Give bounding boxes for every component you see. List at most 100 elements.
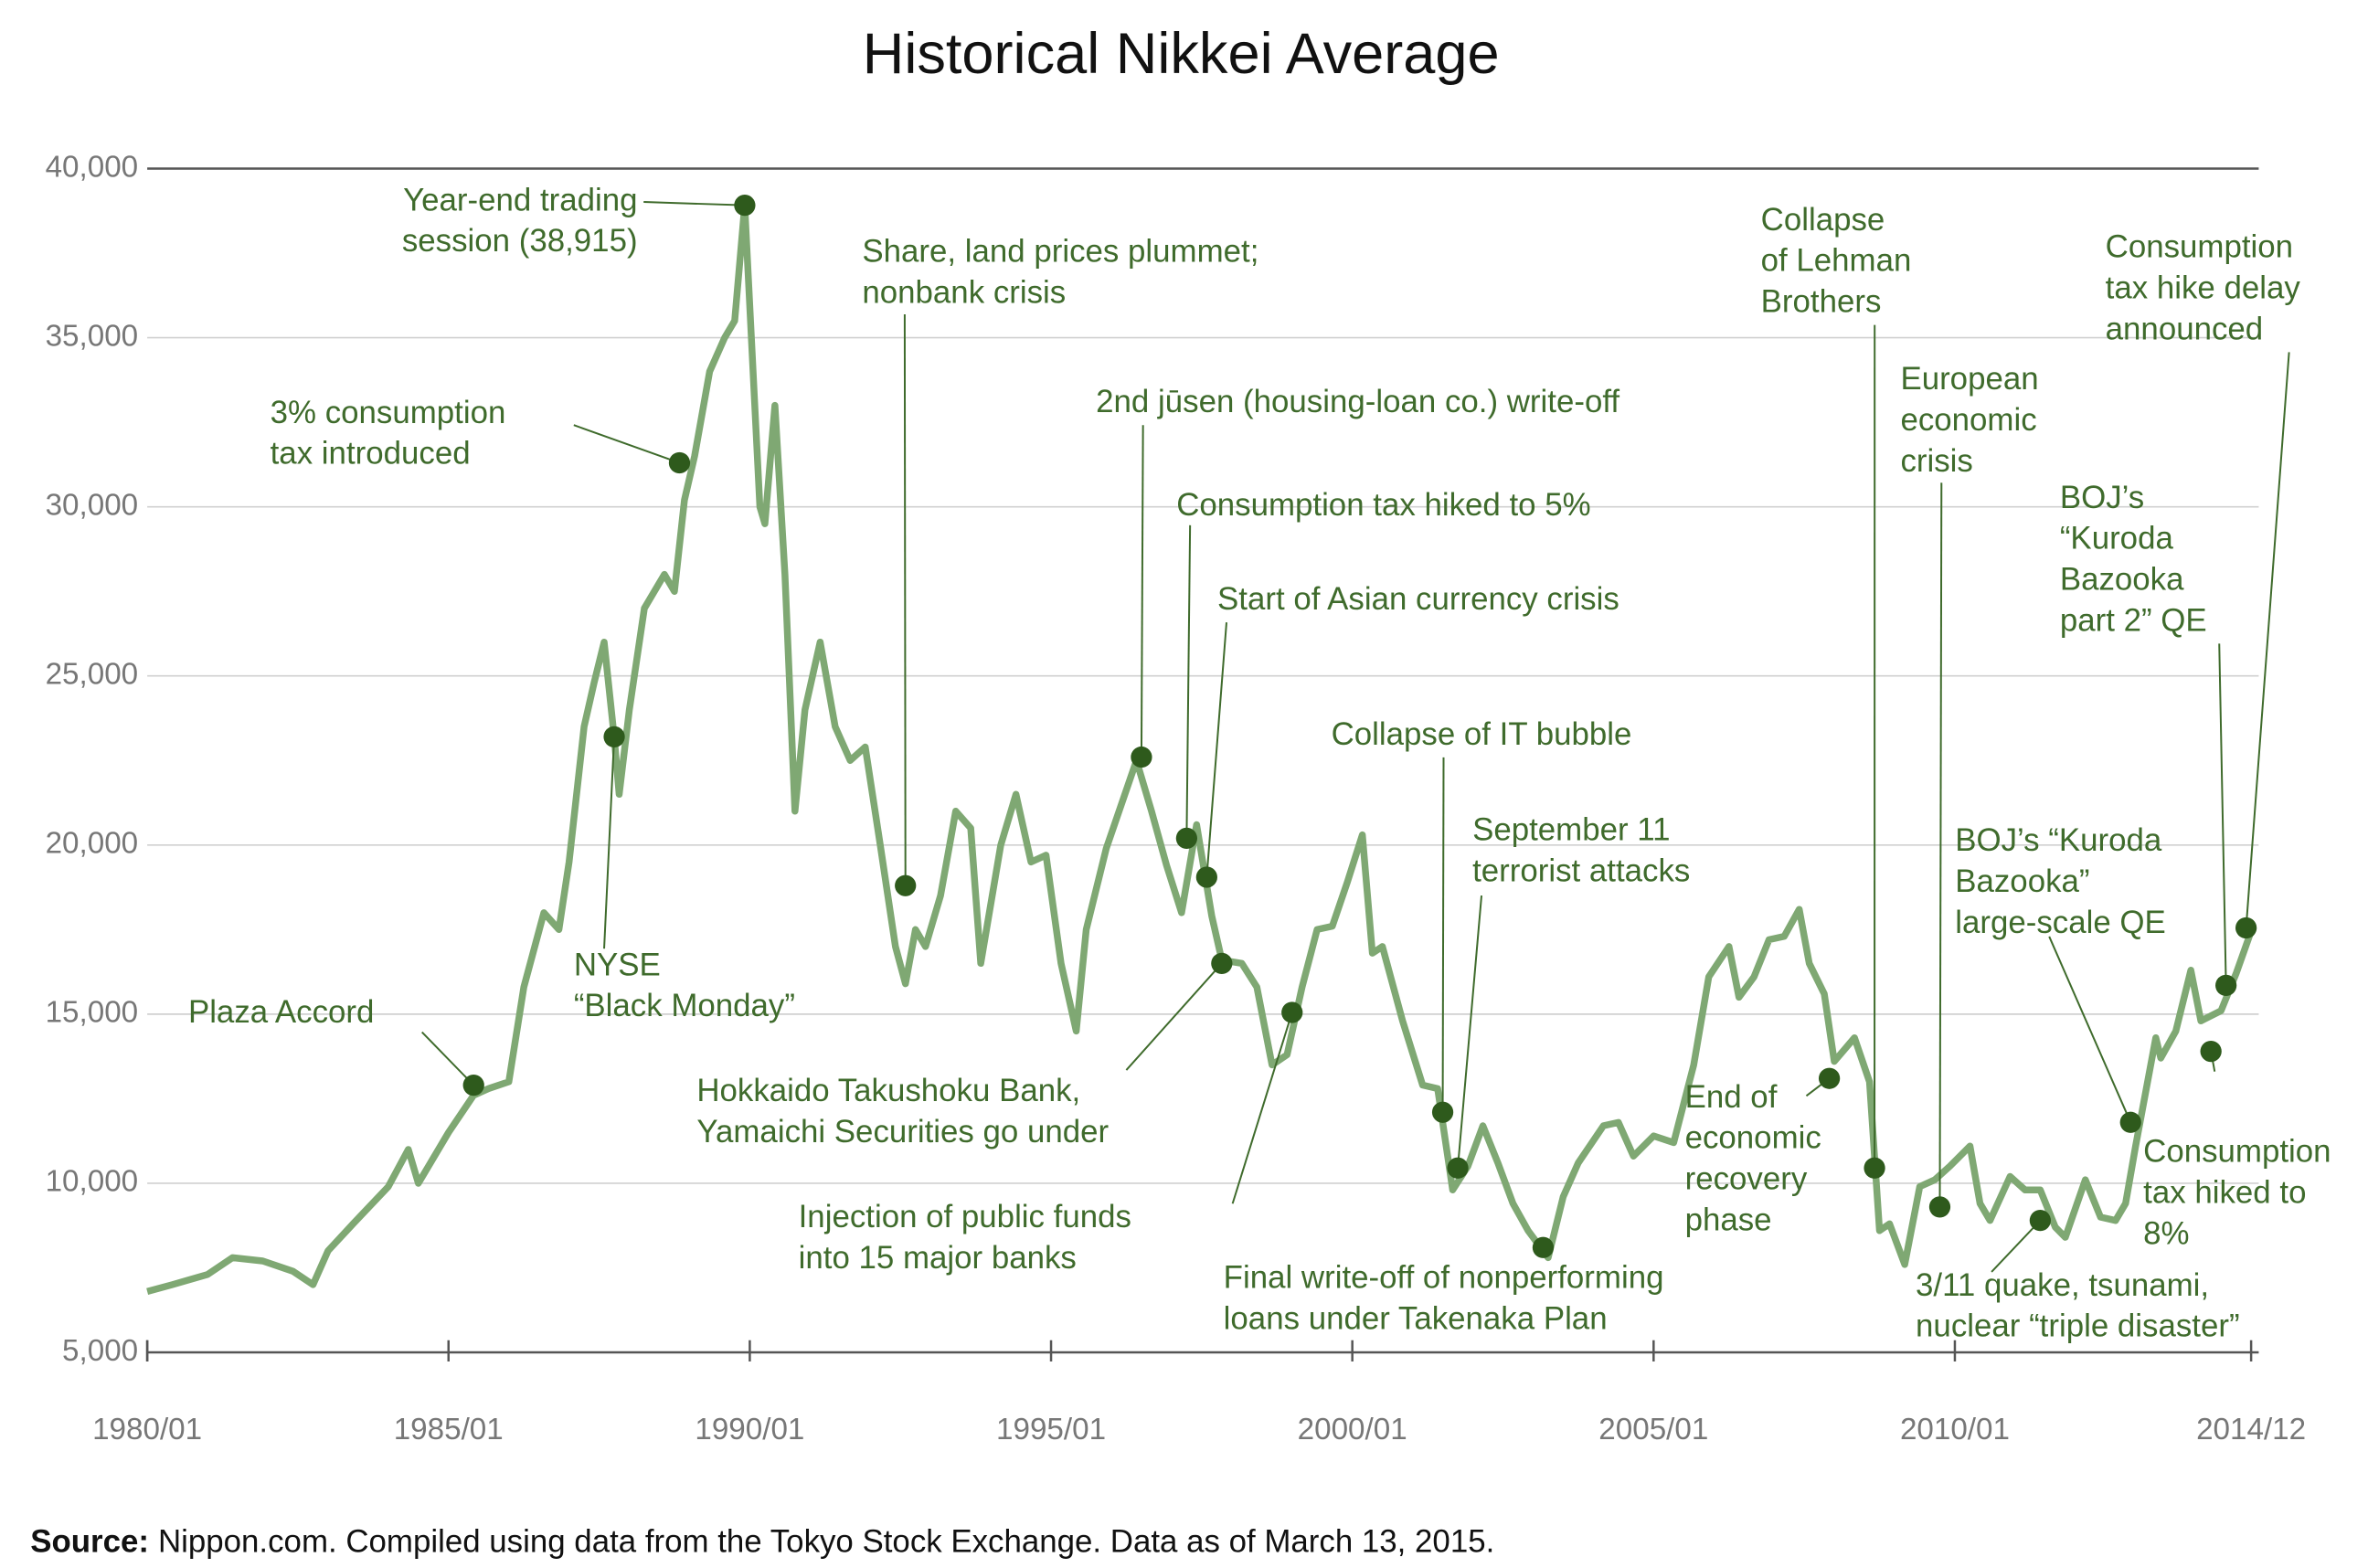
event-dot	[668, 451, 691, 474]
event-dot	[2119, 1111, 2141, 1133]
annotation-label: tax introduced	[271, 436, 471, 471]
annotation-label: Consumption tax hiked to 5%	[1176, 487, 1590, 523]
annotation-label: September 11	[1472, 812, 1670, 848]
leader-line	[903, 313, 907, 886]
leader-line	[643, 201, 745, 207]
annotation-label: phase	[1685, 1202, 1772, 1237]
leader-line	[421, 1031, 474, 1086]
annotation-label: Collapse of IT bubble	[1332, 716, 1632, 752]
annotation-label: economic	[1685, 1120, 1821, 1156]
annotation-label: terrorist attacks	[1472, 853, 1690, 888]
event-dot	[462, 1074, 484, 1097]
event-dot	[1928, 1196, 1951, 1218]
annotation-label: BOJ’s “Kuroda	[1955, 822, 2162, 858]
event-dot	[1211, 952, 1233, 974]
leader-line	[1140, 425, 1144, 758]
event-dot	[1532, 1236, 1555, 1258]
leader-line	[1231, 1012, 1293, 1204]
event-dot	[895, 874, 917, 896]
annotation-label: BOJ’s	[2060, 480, 2144, 515]
annotation-label: large-scale QE	[1955, 905, 2166, 940]
x-tick-label: 1980/01	[92, 1413, 202, 1446]
annotation-label: End of	[1685, 1079, 1778, 1115]
y-tick-label: 15,000	[46, 996, 139, 1030]
annotation-label: 3% consumption	[271, 395, 506, 430]
annotation-label: 8%	[2143, 1215, 2189, 1251]
annotation-label: recovery	[1685, 1161, 1808, 1197]
x-tick-label: 1985/01	[394, 1413, 504, 1446]
event-dot	[1281, 1001, 1303, 1023]
annotation-label: “Black Monday”	[574, 988, 795, 1023]
annotation-label: loans under Takenaka Plan	[1224, 1300, 1608, 1336]
event-dot	[1864, 1157, 1885, 1179]
event-dot	[2215, 974, 2237, 997]
y-tick-label: 30,000	[46, 488, 139, 522]
y-tick-label: 25,000	[46, 657, 139, 691]
event-dot	[1431, 1101, 1454, 1123]
leader-line	[573, 424, 680, 464]
annotation-label: Hokkaido Takushoku Bank,	[696, 1073, 1080, 1108]
event-dot	[734, 195, 756, 217]
event-dot	[2029, 1210, 2051, 1232]
annotation-label: Collapse	[1761, 202, 1885, 238]
annotation-label: 3/11 quake, tsunami,	[1916, 1267, 2209, 1303]
annotation-label: “Kuroda	[2060, 521, 2174, 556]
y-tick-label: 20,000	[46, 827, 139, 861]
event-dot	[2235, 916, 2257, 939]
source: Source: Nippon.com. Compiled using data f…	[30, 1523, 1494, 1559]
event-dot	[1818, 1067, 1841, 1089]
leader-line	[603, 736, 616, 949]
y-tick-label: 35,000	[46, 319, 139, 353]
leader-line	[1991, 1219, 2042, 1273]
annotation-label: Year-end trading	[403, 182, 637, 217]
chart-title: Historical Nikkei Average	[863, 22, 1500, 86]
source-label: Source:	[30, 1523, 149, 1559]
annotation-label: Bazooka	[2060, 561, 2184, 597]
annotation-label: European	[1900, 361, 2038, 397]
event-dot	[1195, 866, 1217, 888]
annotation-label: crisis	[1900, 443, 1972, 479]
annotation-label: Start of Asian currency crisis	[1217, 581, 1619, 617]
annotation-label: Final write-off of nonperforming	[1224, 1260, 1664, 1296]
annotation-label: Consumption	[2106, 229, 2293, 265]
x-tick-label: 1990/01	[695, 1413, 804, 1446]
annotation-label: nonbank crisis	[862, 275, 1066, 311]
x-tick-label: 1995/01	[996, 1413, 1106, 1446]
x-tick-label: 2010/01	[1900, 1413, 2010, 1446]
annotation-label: Brothers	[1761, 284, 1882, 320]
x-tick-label: 2000/01	[1298, 1413, 1407, 1446]
annotation-label: NYSE	[574, 947, 661, 982]
y-tick-label: 5,000	[62, 1334, 138, 1368]
event-dot	[2200, 1040, 2222, 1063]
leader-line	[2048, 936, 2132, 1123]
x-tick-label: 2014/12	[2196, 1413, 2306, 1446]
event-dot	[1175, 827, 1198, 850]
annotation-label: economic	[1900, 402, 2036, 438]
annotation-label: Share, land prices plummet;	[862, 234, 1258, 270]
leader-line	[1441, 757, 1445, 1113]
annotation-label: 2nd jūsen (housing-loan co.) write-off	[1096, 384, 1619, 419]
annotation-label: tax hiked to	[2143, 1174, 2306, 1210]
annotation-label: session (38,915)	[402, 223, 638, 259]
y-tick-label: 40,000	[46, 150, 139, 184]
source-text: Nippon.com. Compiled using data from the…	[158, 1523, 1494, 1559]
event-dot	[1131, 746, 1152, 768]
leader-line	[1185, 524, 1192, 839]
annotation-label: into 15 major banks	[799, 1240, 1077, 1276]
leader-line	[1125, 962, 1223, 1071]
y-tick-label: 10,000	[46, 1165, 139, 1199]
annotation-label: nuclear “triple disaster”	[1916, 1308, 2240, 1344]
annotation-label: Consumption	[2143, 1134, 2331, 1170]
leader-line	[1938, 482, 1943, 1207]
event-dot	[1447, 1157, 1469, 1179]
leader-line	[1205, 622, 1227, 878]
leader-line	[2218, 643, 2227, 986]
annotation-label: part 2” QE	[2060, 602, 2207, 638]
annotation-label: Yamaichi Securities go under	[696, 1114, 1109, 1150]
annotation-label: announced	[2106, 311, 2264, 346]
leader-line	[2245, 352, 2290, 928]
leader-line	[1457, 895, 1483, 1169]
annotation-label: Bazooka”	[1955, 863, 2089, 899]
annotation-label: tax hike delay	[2106, 270, 2301, 306]
